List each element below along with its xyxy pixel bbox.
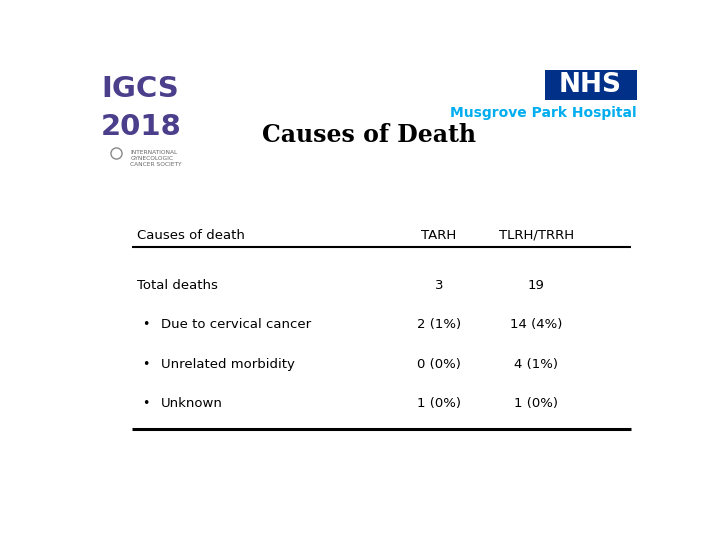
Text: •: • bbox=[142, 357, 149, 370]
Text: 3: 3 bbox=[434, 279, 443, 292]
Text: 2 (1%): 2 (1%) bbox=[417, 318, 461, 331]
Text: •: • bbox=[142, 318, 149, 331]
Text: Causes of death: Causes of death bbox=[138, 228, 246, 241]
Text: 2018: 2018 bbox=[101, 113, 182, 140]
Text: 19: 19 bbox=[528, 279, 545, 292]
FancyBboxPatch shape bbox=[545, 70, 637, 100]
Text: Total deaths: Total deaths bbox=[138, 279, 218, 292]
Text: IGCS: IGCS bbox=[101, 75, 179, 103]
Text: 14 (4%): 14 (4%) bbox=[510, 318, 562, 331]
Text: Unknown: Unknown bbox=[161, 397, 222, 410]
Text: 0 (0%): 0 (0%) bbox=[417, 357, 461, 370]
Text: NHS: NHS bbox=[559, 72, 622, 98]
Text: •: • bbox=[142, 397, 149, 410]
Text: Musgrove Park Hospital: Musgrove Park Hospital bbox=[450, 106, 637, 120]
Text: Due to cervical cancer: Due to cervical cancer bbox=[161, 318, 311, 331]
Text: INTERNATIONAL
GYNECOLOGIC
CANCER SOCIETY: INTERNATIONAL GYNECOLOGIC CANCER SOCIETY bbox=[130, 150, 181, 167]
Text: Unrelated morbidity: Unrelated morbidity bbox=[161, 357, 294, 370]
Text: Causes of Death: Causes of Death bbox=[262, 124, 476, 147]
Text: 1 (0%): 1 (0%) bbox=[514, 397, 559, 410]
Text: 4 (1%): 4 (1%) bbox=[514, 357, 559, 370]
Text: TLRH/TRRH: TLRH/TRRH bbox=[499, 228, 574, 241]
Text: TARH: TARH bbox=[421, 228, 456, 241]
Text: 1 (0%): 1 (0%) bbox=[417, 397, 461, 410]
